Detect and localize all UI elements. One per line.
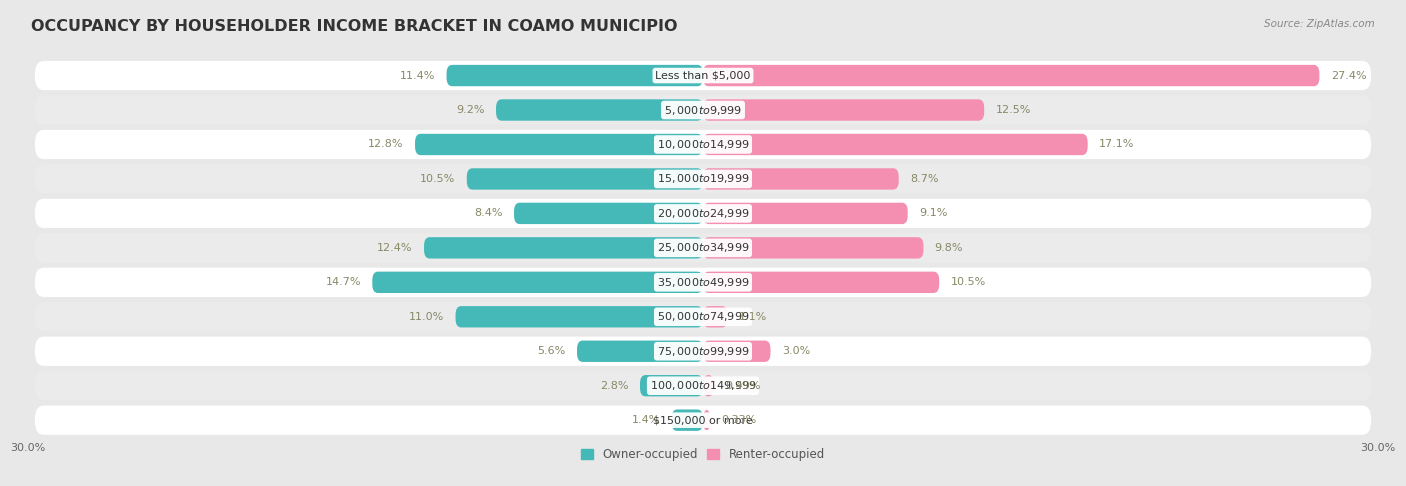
Text: 12.8%: 12.8%: [368, 139, 404, 150]
FancyBboxPatch shape: [425, 237, 703, 259]
Text: $5,000 to $9,999: $5,000 to $9,999: [664, 104, 742, 117]
Legend: Owner-occupied, Renter-occupied: Owner-occupied, Renter-occupied: [576, 443, 830, 466]
FancyBboxPatch shape: [35, 95, 1371, 124]
Text: 14.7%: 14.7%: [326, 278, 361, 287]
Text: 8.4%: 8.4%: [474, 208, 503, 218]
FancyBboxPatch shape: [703, 410, 710, 431]
Text: 12.4%: 12.4%: [377, 243, 413, 253]
FancyBboxPatch shape: [703, 203, 908, 224]
Text: 11.0%: 11.0%: [409, 312, 444, 322]
Text: 9.1%: 9.1%: [920, 208, 948, 218]
Text: Less than $5,000: Less than $5,000: [655, 70, 751, 81]
Text: 3.0%: 3.0%: [782, 346, 810, 356]
Text: 10.5%: 10.5%: [950, 278, 986, 287]
Text: $150,000 or more: $150,000 or more: [654, 415, 752, 425]
Text: $10,000 to $14,999: $10,000 to $14,999: [657, 138, 749, 151]
FancyBboxPatch shape: [703, 99, 984, 121]
FancyBboxPatch shape: [35, 199, 1371, 228]
FancyBboxPatch shape: [447, 65, 703, 86]
FancyBboxPatch shape: [467, 168, 703, 190]
FancyBboxPatch shape: [703, 168, 898, 190]
Text: 10.5%: 10.5%: [420, 174, 456, 184]
FancyBboxPatch shape: [35, 371, 1371, 400]
Text: 12.5%: 12.5%: [995, 105, 1031, 115]
FancyBboxPatch shape: [35, 268, 1371, 297]
FancyBboxPatch shape: [703, 341, 770, 362]
FancyBboxPatch shape: [703, 272, 939, 293]
Text: $100,000 to $149,999: $100,000 to $149,999: [650, 379, 756, 392]
FancyBboxPatch shape: [373, 272, 703, 293]
Text: Source: ZipAtlas.com: Source: ZipAtlas.com: [1264, 19, 1375, 30]
Text: 0.33%: 0.33%: [721, 415, 756, 425]
Text: 27.4%: 27.4%: [1330, 70, 1367, 81]
Text: 2.8%: 2.8%: [600, 381, 628, 391]
Text: 17.1%: 17.1%: [1099, 139, 1135, 150]
FancyBboxPatch shape: [456, 306, 703, 328]
FancyBboxPatch shape: [415, 134, 703, 155]
Text: $50,000 to $74,999: $50,000 to $74,999: [657, 310, 749, 323]
Text: 5.6%: 5.6%: [537, 346, 565, 356]
FancyBboxPatch shape: [35, 164, 1371, 193]
Text: 9.2%: 9.2%: [457, 105, 485, 115]
Text: 8.7%: 8.7%: [910, 174, 938, 184]
Text: $25,000 to $34,999: $25,000 to $34,999: [657, 242, 749, 254]
FancyBboxPatch shape: [703, 237, 924, 259]
FancyBboxPatch shape: [640, 375, 703, 397]
FancyBboxPatch shape: [35, 233, 1371, 262]
FancyBboxPatch shape: [703, 134, 1088, 155]
FancyBboxPatch shape: [35, 337, 1371, 366]
FancyBboxPatch shape: [35, 130, 1371, 159]
Text: $15,000 to $19,999: $15,000 to $19,999: [657, 173, 749, 186]
FancyBboxPatch shape: [703, 375, 714, 397]
Text: 1.1%: 1.1%: [740, 312, 768, 322]
Text: 1.4%: 1.4%: [631, 415, 661, 425]
FancyBboxPatch shape: [35, 405, 1371, 435]
FancyBboxPatch shape: [703, 65, 1319, 86]
FancyBboxPatch shape: [35, 302, 1371, 331]
FancyBboxPatch shape: [35, 61, 1371, 90]
Text: $20,000 to $24,999: $20,000 to $24,999: [657, 207, 749, 220]
Text: $75,000 to $99,999: $75,000 to $99,999: [657, 345, 749, 358]
Text: 9.8%: 9.8%: [935, 243, 963, 253]
FancyBboxPatch shape: [703, 306, 728, 328]
FancyBboxPatch shape: [672, 410, 703, 431]
Text: 11.4%: 11.4%: [399, 70, 436, 81]
Text: $35,000 to $49,999: $35,000 to $49,999: [657, 276, 749, 289]
FancyBboxPatch shape: [576, 341, 703, 362]
FancyBboxPatch shape: [515, 203, 703, 224]
Text: OCCUPANCY BY HOUSEHOLDER INCOME BRACKET IN COAMO MUNICIPIO: OCCUPANCY BY HOUSEHOLDER INCOME BRACKET …: [31, 19, 678, 35]
Text: 0.49%: 0.49%: [725, 381, 761, 391]
FancyBboxPatch shape: [496, 99, 703, 121]
